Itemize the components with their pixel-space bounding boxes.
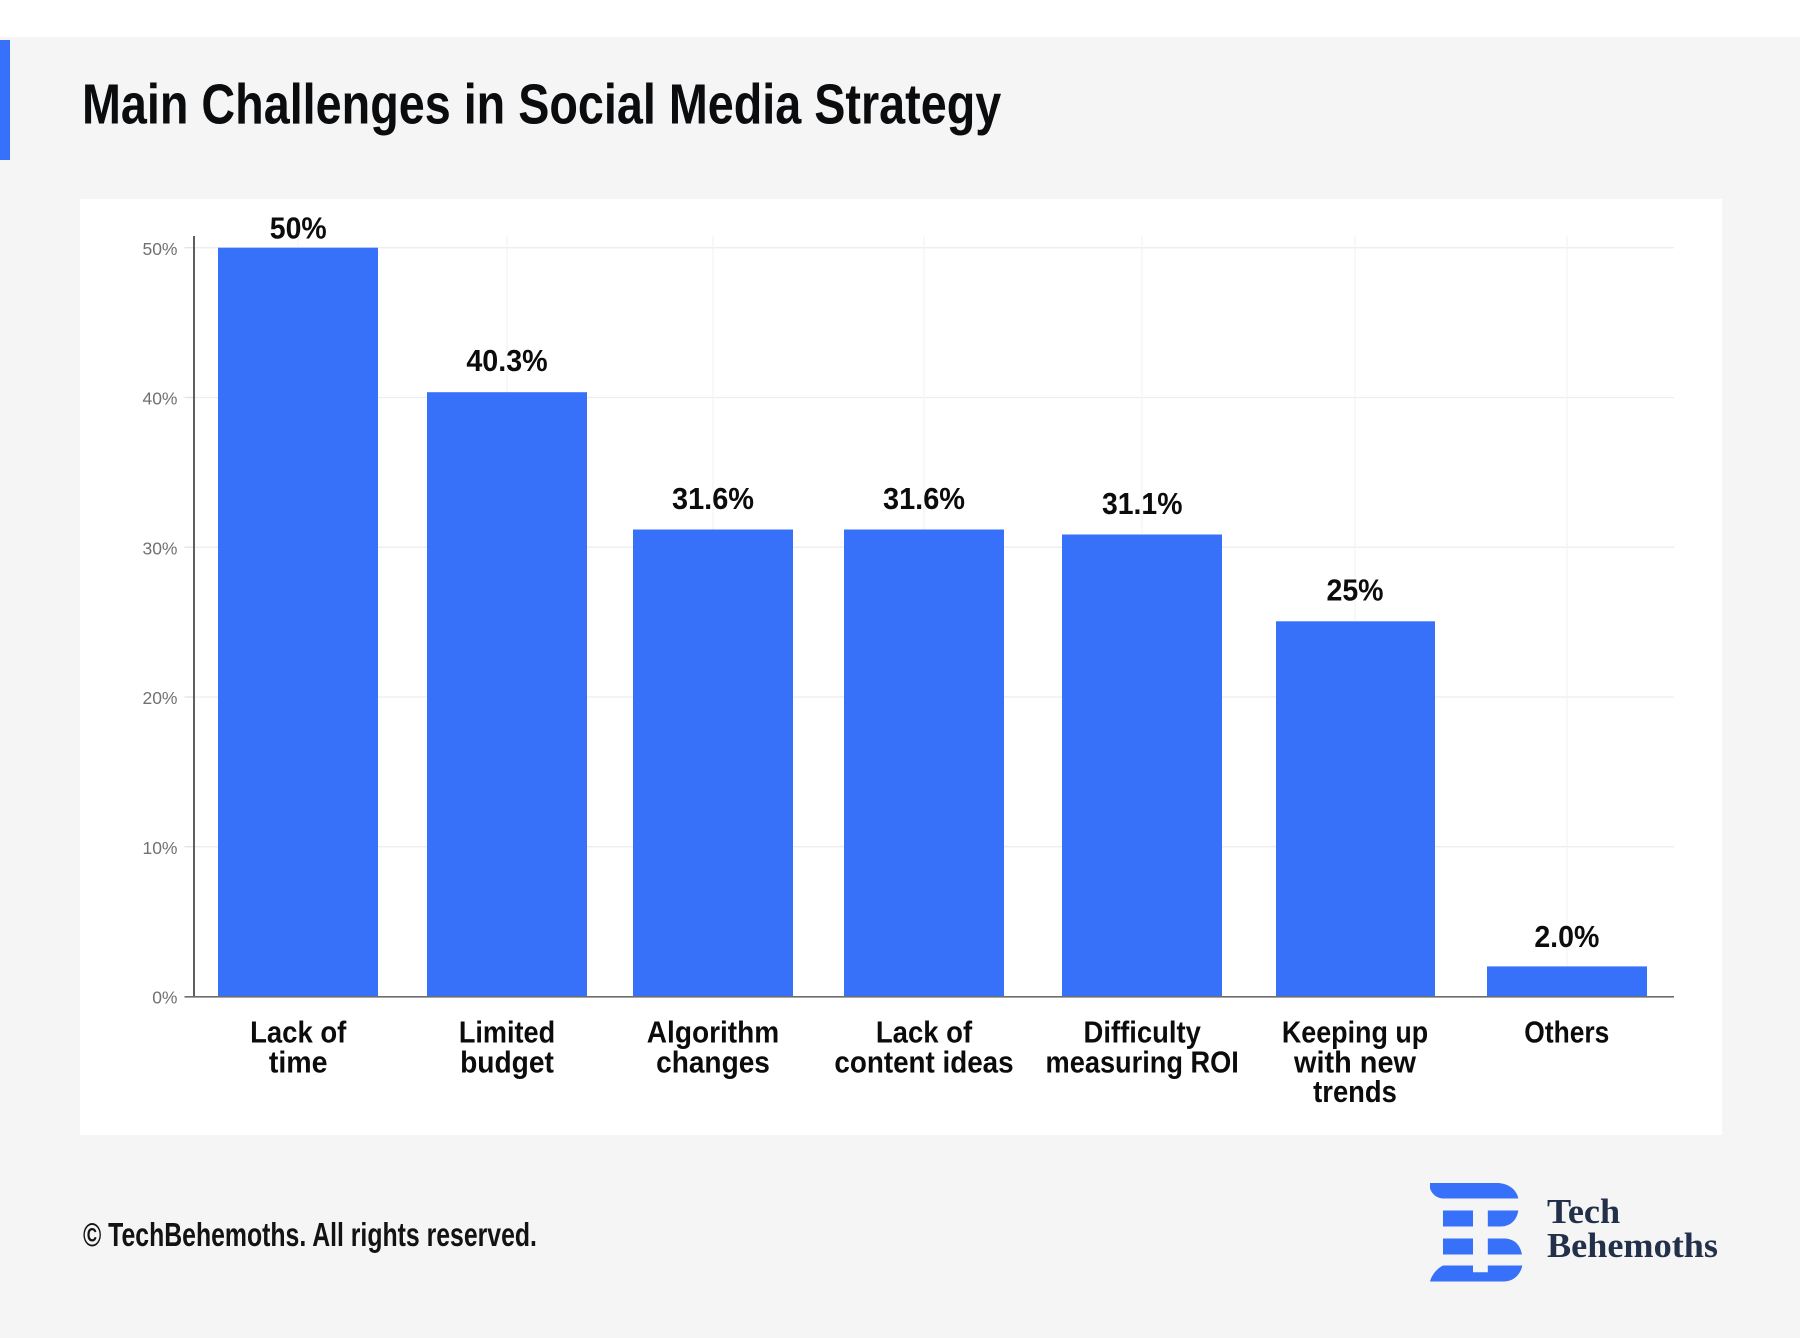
svg-text:trends: trends bbox=[1313, 1075, 1397, 1109]
svg-text:time: time bbox=[269, 1045, 328, 1079]
svg-text:2.0%: 2.0% bbox=[1534, 920, 1599, 954]
svg-text:Lack of: Lack of bbox=[250, 1015, 346, 1050]
svg-text:25%: 25% bbox=[1326, 573, 1383, 607]
svg-text:changes: changes bbox=[656, 1045, 770, 1080]
svg-text:© TechBehemoths. All rights re: © TechBehemoths. All rights reserved. bbox=[83, 1218, 537, 1254]
svg-text:20%: 20% bbox=[142, 688, 177, 708]
svg-text:measuring ROI: measuring ROI bbox=[1046, 1046, 1239, 1080]
svg-text:with new: with new bbox=[1293, 1046, 1417, 1080]
svg-text:31.6%: 31.6% bbox=[883, 482, 965, 516]
svg-text:0%: 0% bbox=[152, 988, 177, 1008]
svg-text:content ideas: content ideas bbox=[834, 1045, 1013, 1080]
svg-text:Lack of: Lack of bbox=[876, 1015, 972, 1050]
svg-text:30%: 30% bbox=[142, 538, 177, 558]
svg-text:40.3%: 40.3% bbox=[466, 344, 547, 378]
svg-text:31.1%: 31.1% bbox=[1102, 487, 1183, 521]
svg-text:40%: 40% bbox=[142, 389, 177, 409]
svg-text:Tech: Tech bbox=[1547, 1192, 1620, 1231]
svg-text:Difficulty: Difficulty bbox=[1084, 1016, 1202, 1050]
svg-text:31.6%: 31.6% bbox=[672, 482, 754, 516]
svg-text:Keeping up: Keeping up bbox=[1282, 1016, 1428, 1050]
svg-text:Main Challenges in Social Medi: Main Challenges in Social Media Strategy bbox=[82, 73, 1001, 136]
svg-text:Algorithm: Algorithm bbox=[647, 1015, 779, 1050]
svg-text:Limited: Limited bbox=[459, 1016, 555, 1050]
svg-text:50%: 50% bbox=[142, 239, 177, 259]
svg-text:Behemoths: Behemoths bbox=[1547, 1226, 1718, 1265]
svg-text:budget: budget bbox=[460, 1045, 554, 1080]
svg-text:10%: 10% bbox=[142, 838, 177, 858]
svg-text:Others: Others bbox=[1524, 1016, 1609, 1050]
svg-text:50%: 50% bbox=[270, 211, 327, 245]
